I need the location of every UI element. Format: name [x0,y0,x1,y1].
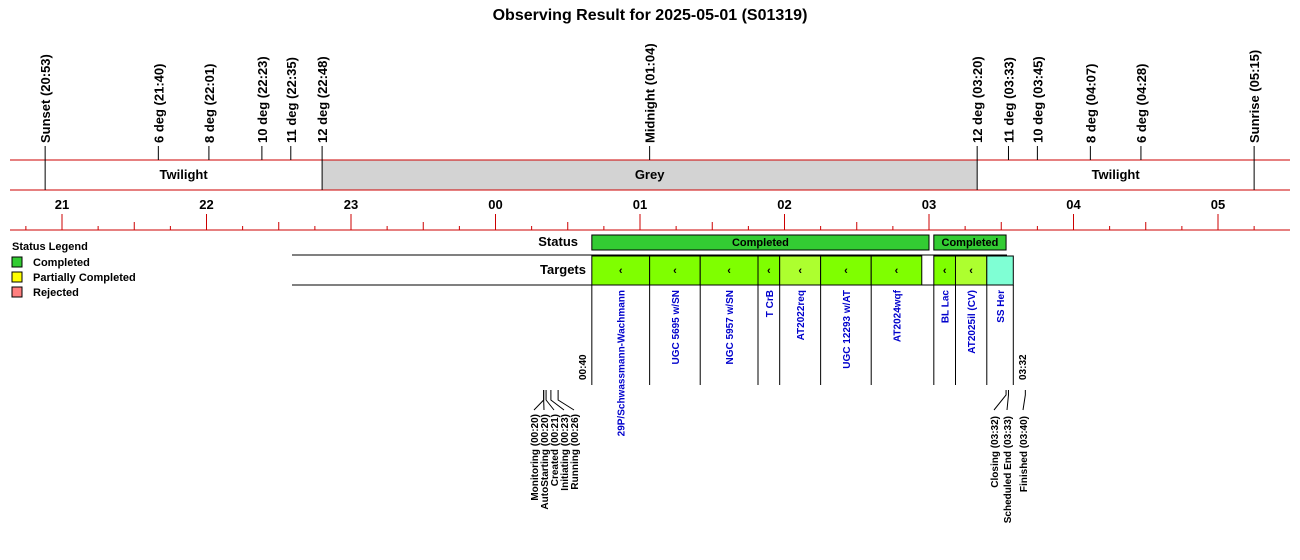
event-leader [557,390,575,411]
sky-event-label: Sunset (20:53) [38,54,53,143]
target-mark: ‹ [895,265,899,277]
status-row-label: Status [538,234,578,249]
sky-event-label: 6 deg (21:40) [151,64,166,143]
target-name-link[interactable]: T CrB [765,290,776,317]
target-name-link[interactable]: UGC 5695 w/SN [671,290,682,364]
sky-event-label: Sunrise (05:15) [1247,50,1262,143]
session-start-label: 00:40 [578,354,589,380]
target-name-link[interactable]: BL Lac [941,290,952,324]
pre-event-label: Initiating (00:23) [560,414,571,491]
target-mark: ‹ [619,265,623,277]
sky-event-label: 6 deg (04:28) [1134,64,1149,143]
legend-title: Status Legend [12,241,88,253]
target-mark: ‹ [943,265,947,277]
target-name-link[interactable]: NGC 5957 w/SN [725,290,736,364]
target-block[interactable] [779,255,822,286]
legend-item-label: Rejected [33,287,79,299]
pre-event-label: AutoStarting (00:20) [540,414,551,510]
sky-band [45,160,323,190]
target-block[interactable] [820,255,872,286]
event-leader [993,390,1007,411]
sky-event-label: 8 deg (04:07) [1083,64,1098,143]
pre-event-label: Created (00:21) [550,414,561,486]
hour-tick-label: 03 [922,197,936,212]
sky-bands: Twilight Grey Twilight [10,159,1290,191]
target-mark: ‹ [673,265,677,277]
post-event-label: Finished (03:40) [1019,416,1030,492]
event-leader [545,390,555,411]
target-mark: ‹ [844,265,848,277]
target-block[interactable] [870,255,923,286]
target-block[interactable] [954,255,988,286]
status-legend: Status Legend Completed Partially Complet… [11,241,136,299]
sky-event-label: Midnight (01:04) [643,43,658,143]
hour-tick-label: 01 [633,197,647,212]
post-event-label: Closing (03:32) [990,416,1001,488]
sky-event-label: 11 deg (22:35) [284,57,299,143]
hour-tick-label: 23 [344,197,358,212]
event-leader [1022,390,1026,411]
pre-event-label: Running (00:26) [570,414,581,490]
chart-title: Observing Result for 2025-05-01 (S01319) [493,7,808,24]
sky-event-label: 8 deg (22:01) [202,64,217,143]
session-end-label: 03:32 [1018,354,1029,380]
hour-tick-label: 02 [777,197,791,212]
target-mark: ‹ [969,265,973,277]
pre-event-label: Monitoring (00:20) [530,414,541,501]
target-block[interactable] [649,255,701,286]
sky-band-label: Twilight [1092,167,1141,182]
status-segment-label: Completed [942,237,999,249]
target-block[interactable] [699,255,759,286]
post-session-events: Closing (03:32) Scheduled End (03:33) Fini… [990,390,1030,523]
sky-events: Sunset (20:53) 6 deg (21:40) 8 deg (22:01)… [38,43,1262,190]
session-times: 00:40 03:32 [578,354,1029,380]
targets-row: ‹ 29P/Schwassmann-Wachmann ‹ UGC 5695 w/SN ‹… [591,255,1014,436]
target-block[interactable] [986,255,1014,286]
target-name-link[interactable]: 29P/Schwassmann-Wachmann [617,290,628,436]
hour-tick-label: 05 [1211,197,1225,212]
target-name-link[interactable]: SS Her [996,290,1007,323]
post-event-label: Scheduled End (03:33) [1003,416,1014,523]
legend-swatch [11,271,23,283]
target-mark: ‹ [767,265,771,277]
hour-axis: 21 22 23 00 01 02 03 04 05 [10,197,1290,231]
event-leader [533,390,545,411]
legend-swatch [11,256,23,268]
hour-tick-label: 00 [488,197,502,212]
status-segment-label: Completed [732,237,789,249]
targets-row-label: Targets [540,262,586,277]
target-name-link[interactable]: AT2024wqf [892,289,903,342]
sky-band [977,160,1255,190]
sky-event-label: 10 deg (03:45) [1030,56,1045,143]
target-name-link[interactable]: AT2022req [796,290,807,340]
hour-tick-label: 04 [1066,197,1081,212]
sky-band [322,160,978,190]
pre-session-events: Monitoring (00:20) AutoStarting (00:20) Cr… [530,390,581,510]
status-segment[interactable] [933,234,1007,251]
sky-event-label: 11 deg (03:33) [1001,57,1016,143]
sky-event-label: 12 deg (03:20) [970,56,985,143]
target-name-link[interactable]: UGC 12293 w/AT [842,290,853,369]
sky-band-label: Twilight [160,167,209,182]
legend-swatch [11,286,23,298]
legend-item-label: Partially Completed [33,272,136,284]
hour-tick-label: 21 [55,197,69,212]
status-row: Completed Completed [591,234,1007,251]
event-leader [1006,390,1009,411]
sky-band-label: Grey [635,167,665,182]
sky-event-label: 12 deg (22:48) [315,56,330,143]
target-name-link[interactable]: AT2025il (CV) [967,290,978,354]
target-mark: ‹ [798,265,802,277]
sky-event-label: 10 deg (22:23) [255,56,270,143]
target-mark: ‹ [727,265,731,277]
event-leader [550,390,565,411]
legend-item-label: Completed [33,257,90,269]
target-block[interactable] [591,255,651,286]
hour-tick-label: 22 [199,197,213,212]
status-segment[interactable] [591,234,930,251]
